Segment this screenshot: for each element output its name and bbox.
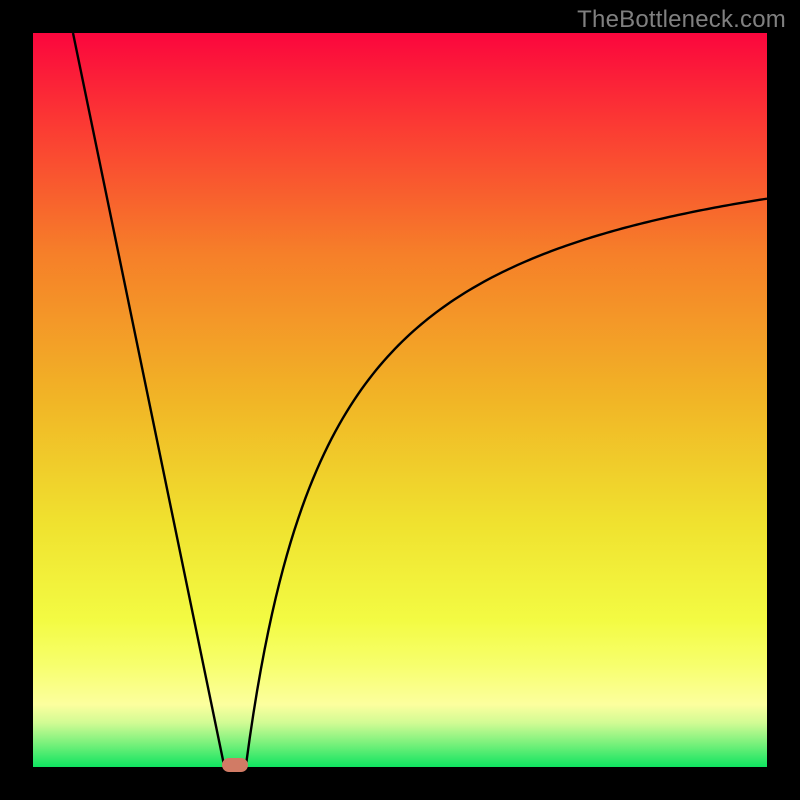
watermark-label: TheBottleneck.com: [577, 6, 786, 34]
minimum-marker: [222, 758, 248, 772]
plot-background: [33, 33, 767, 767]
chart-frame: TheBottleneck.com: [0, 0, 800, 800]
plot-svg: [33, 33, 767, 767]
